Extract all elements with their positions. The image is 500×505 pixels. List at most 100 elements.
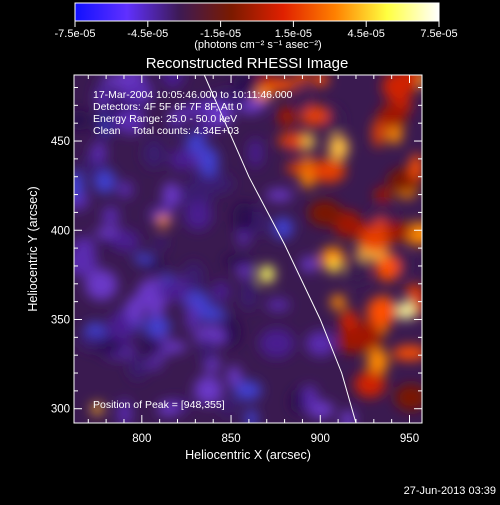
hot-spot xyxy=(327,258,342,273)
emission-blob xyxy=(199,146,219,177)
colorbar-ticks: -7.5e-05 -4.5e-05 -1.5e-05 1.5e-05 4.5e-05 7.… xyxy=(55,21,458,40)
emission-blob xyxy=(245,408,258,423)
emission-blob xyxy=(300,256,319,272)
emission-blob xyxy=(93,168,116,194)
info-line-counts: Clean Total counts: 4.34E+03 xyxy=(93,125,239,137)
colorbar-tick-label: 7.5e-05 xyxy=(420,28,457,40)
emission-blob xyxy=(354,370,386,398)
emission-blob xyxy=(399,75,422,89)
emission-blob xyxy=(112,331,133,342)
emission-blob xyxy=(348,256,368,285)
emission-blob xyxy=(186,302,199,332)
emission-blob xyxy=(220,398,237,418)
emission-blob xyxy=(133,253,154,264)
emission-blob xyxy=(358,230,391,253)
emission-blob xyxy=(340,409,356,423)
emission-blob xyxy=(223,255,253,268)
emission-blob xyxy=(372,118,385,148)
emission-blob xyxy=(184,200,213,231)
emission-blob xyxy=(111,230,140,252)
emission-blob xyxy=(194,375,223,405)
y-tick-label: 300 xyxy=(51,404,70,416)
emission-blob xyxy=(265,189,293,202)
colorbar-tick-label: 4.5e-05 xyxy=(348,28,385,40)
heatmap-image xyxy=(74,75,422,423)
emission-blob xyxy=(211,281,230,302)
colorbar xyxy=(74,2,440,22)
y-axis-title: Heliocentric Y (arcsec) xyxy=(26,186,40,311)
emission-blob xyxy=(277,106,296,127)
emission-blob xyxy=(290,389,305,414)
emission-blob xyxy=(117,399,132,423)
emission-blob xyxy=(366,296,397,327)
x-tick-label: 800 xyxy=(132,433,151,445)
info-line-energy: Energy Range: 25.0 - 50.0 keV xyxy=(93,113,237,125)
emission-blob xyxy=(367,347,389,376)
colorbar-tick-label: -1.5e-05 xyxy=(200,28,241,40)
hot-spot xyxy=(157,215,170,228)
emission-blob xyxy=(405,284,422,300)
emission-blob xyxy=(74,109,89,131)
emission-blob xyxy=(240,280,257,311)
emission-blob xyxy=(138,339,167,354)
emission-blob xyxy=(221,316,242,348)
emission-blob xyxy=(373,218,387,231)
emission-blob xyxy=(162,280,188,301)
emission-blob xyxy=(375,254,400,282)
emission-blob xyxy=(328,135,349,161)
emission-blob xyxy=(94,90,112,108)
emission-blob xyxy=(305,331,336,357)
emission-blob xyxy=(101,75,133,86)
emission-blob xyxy=(162,182,180,209)
x-tick-label: 950 xyxy=(400,433,419,445)
hot-spot xyxy=(91,402,104,415)
hot-spot xyxy=(396,301,415,320)
emission-blob xyxy=(168,111,184,125)
emission-blob xyxy=(178,104,207,119)
emission-blob xyxy=(337,328,369,354)
x-tick-label: 850 xyxy=(221,433,240,445)
emission-blob xyxy=(233,75,259,98)
colorbar-unit-label: (photons cm⁻² s⁻¹ asec⁻²) xyxy=(194,39,321,51)
emission-blob xyxy=(78,334,103,350)
y-tick-label: 450 xyxy=(51,136,70,148)
emission-blob xyxy=(286,162,307,174)
y-tick-label: 350 xyxy=(51,314,70,326)
x-tick-label: 900 xyxy=(311,433,330,445)
emission-blob xyxy=(155,285,171,296)
y-tick-label: 400 xyxy=(51,225,70,237)
emission-blob xyxy=(74,236,96,259)
chart-title: Reconstructed RHESSI Image xyxy=(146,55,349,72)
colorbar-tick-label: -4.5e-05 xyxy=(127,28,168,40)
emission-blob xyxy=(161,75,185,88)
emission-blob xyxy=(259,328,295,359)
emission-blob xyxy=(394,384,422,411)
emission-blob xyxy=(226,365,242,387)
colorbar-tick-label: 1.5e-05 xyxy=(275,28,312,40)
emission-blob xyxy=(299,105,330,126)
emission-blob xyxy=(339,309,359,333)
emission-blob xyxy=(142,139,166,169)
emission-blob xyxy=(206,102,233,128)
emission-blob xyxy=(157,402,180,417)
emission-blob xyxy=(374,187,393,203)
emission-blob xyxy=(153,236,168,250)
emission-blob xyxy=(308,159,345,181)
emission-blob xyxy=(91,141,107,163)
emission-blob xyxy=(117,180,133,199)
emission-blob xyxy=(113,109,146,134)
plot-frame xyxy=(73,74,423,424)
info-line-time: 17-Mar-2004 10:05:46.000 to 10:11:46.000 xyxy=(93,89,293,101)
emission-blob xyxy=(201,173,234,194)
solar-limb-line xyxy=(203,75,357,423)
emission-blob xyxy=(333,210,362,238)
emission-blob xyxy=(248,138,263,168)
emission-blob xyxy=(143,317,172,336)
emission-blob xyxy=(137,282,153,300)
emission-blob xyxy=(167,121,184,138)
info-line-detectors: Detectors: 4F 5F 6F 7F 8F, Att 0 xyxy=(93,101,243,113)
emission-blob xyxy=(232,202,256,234)
emission-blob xyxy=(269,78,297,92)
emission-blob xyxy=(183,262,204,292)
